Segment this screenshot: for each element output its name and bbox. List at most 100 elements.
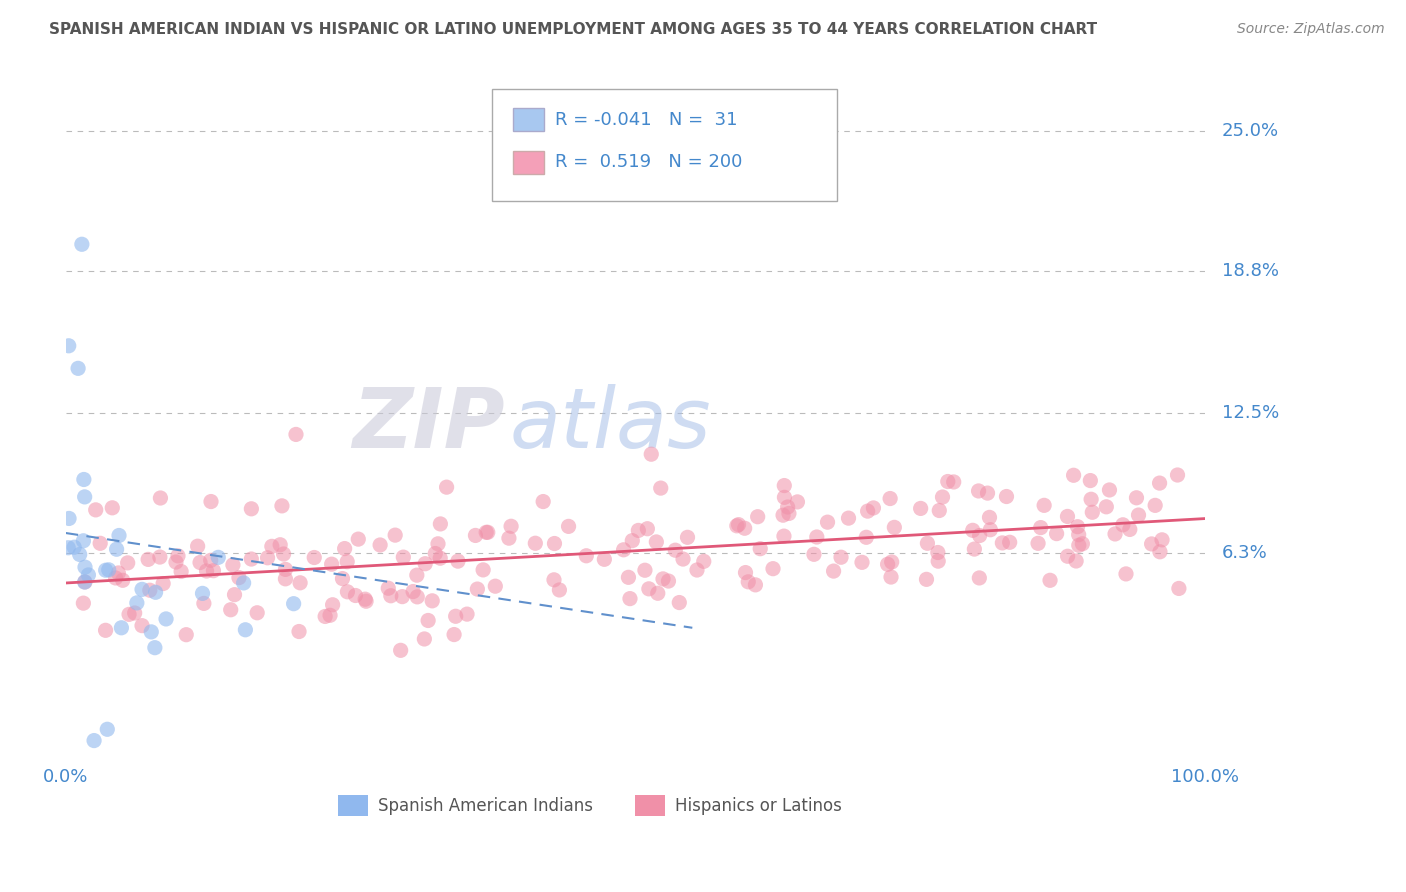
Point xyxy=(193,596,215,610)
Point xyxy=(256,550,278,565)
Point xyxy=(1166,468,1188,483)
Point xyxy=(269,538,291,552)
Text: SPANISH AMERICAN INDIAN VS HISPANIC OR LATINO UNEMPLOYMENT AMONG AGES 35 TO 44 Y: SPANISH AMERICAN INDIAN VS HISPANIC OR L… xyxy=(49,22,1097,37)
Point xyxy=(429,516,451,531)
Point xyxy=(222,558,245,572)
Point xyxy=(737,574,759,589)
Point xyxy=(928,503,950,517)
Point xyxy=(444,609,467,624)
Point xyxy=(319,608,342,623)
Point xyxy=(288,624,311,639)
Point xyxy=(271,499,294,513)
Point xyxy=(650,481,672,495)
Point xyxy=(1150,533,1173,547)
Text: 25.0%: 25.0% xyxy=(1222,122,1279,140)
Point xyxy=(73,575,96,590)
Point xyxy=(207,550,229,565)
Point xyxy=(384,528,406,542)
Point xyxy=(995,490,1018,504)
Point xyxy=(773,529,796,543)
Point xyxy=(1045,526,1067,541)
Point xyxy=(617,570,640,584)
Point xyxy=(1039,574,1062,588)
Point xyxy=(467,582,489,596)
Point xyxy=(273,547,295,561)
Point xyxy=(837,511,859,525)
Point xyxy=(402,584,425,599)
Point xyxy=(634,563,657,577)
Point xyxy=(668,596,690,610)
Point xyxy=(73,490,96,504)
Point xyxy=(693,554,716,568)
Point xyxy=(58,511,80,525)
Point xyxy=(1115,566,1137,581)
Point xyxy=(969,571,991,585)
Point xyxy=(58,339,80,353)
Point xyxy=(778,507,800,521)
Point xyxy=(734,521,756,535)
Point xyxy=(652,572,675,586)
Point xyxy=(191,586,214,600)
Point xyxy=(344,589,367,603)
Point xyxy=(1095,500,1118,514)
Point xyxy=(963,542,986,557)
Point xyxy=(149,549,172,564)
Point xyxy=(443,627,465,641)
Point xyxy=(188,556,211,570)
Point xyxy=(817,515,839,529)
Point xyxy=(405,568,427,582)
Point xyxy=(200,494,222,508)
Point xyxy=(915,573,938,587)
Point xyxy=(991,536,1014,550)
Point xyxy=(235,623,257,637)
Point xyxy=(302,550,325,565)
Point xyxy=(806,530,828,544)
Point xyxy=(202,564,225,578)
Point xyxy=(1104,527,1126,541)
Point xyxy=(627,524,650,538)
Point xyxy=(931,490,953,504)
Point xyxy=(593,552,616,566)
Point xyxy=(377,581,399,595)
Point xyxy=(240,552,263,566)
Point xyxy=(94,563,117,577)
Point xyxy=(246,606,269,620)
Point xyxy=(967,483,990,498)
Point xyxy=(917,536,939,550)
Point xyxy=(219,603,242,617)
Text: 6.3%: 6.3% xyxy=(1222,544,1268,562)
Point xyxy=(772,508,794,523)
Point xyxy=(332,572,354,586)
Point xyxy=(851,555,873,569)
Point xyxy=(640,447,662,461)
Text: ZIP: ZIP xyxy=(352,384,505,466)
Point xyxy=(101,500,124,515)
Point xyxy=(686,563,709,577)
Point xyxy=(70,237,93,252)
Point xyxy=(447,554,470,568)
Point xyxy=(413,557,436,571)
Point xyxy=(621,533,644,548)
Text: atlas: atlas xyxy=(510,384,711,466)
Point xyxy=(224,588,246,602)
Point xyxy=(1063,468,1085,483)
Point xyxy=(368,538,391,552)
Point xyxy=(880,570,903,584)
Point xyxy=(1149,476,1171,491)
Point xyxy=(260,540,283,554)
Point xyxy=(1080,492,1102,507)
Point xyxy=(575,549,598,563)
Point xyxy=(96,723,118,737)
Point xyxy=(143,640,166,655)
Point xyxy=(1140,537,1163,551)
Point xyxy=(786,495,808,509)
Point xyxy=(170,565,193,579)
Point xyxy=(429,551,451,566)
Point xyxy=(1078,474,1101,488)
Point xyxy=(1064,554,1087,568)
Point xyxy=(1056,549,1078,564)
Text: 18.8%: 18.8% xyxy=(1222,262,1279,280)
Point xyxy=(484,579,506,593)
Point xyxy=(477,525,499,540)
Point xyxy=(962,524,984,538)
